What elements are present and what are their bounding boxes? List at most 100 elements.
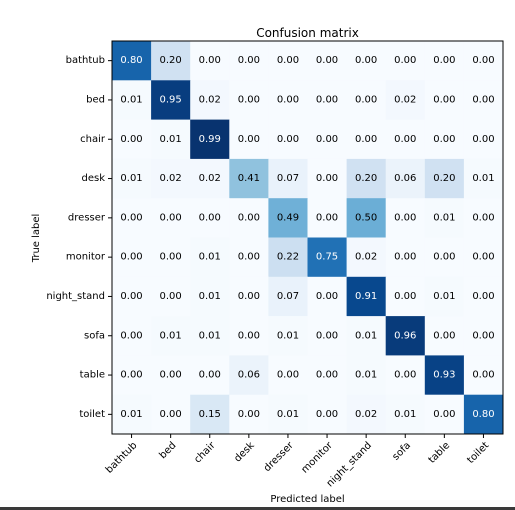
heatmap-cell [346,198,387,238]
cell-value-label: 0.00 [120,252,142,263]
heatmap-cell [151,41,191,81]
cell-value-label: 0.00 [238,409,260,420]
heatmap-cell [229,119,269,160]
heatmap-cell [307,198,348,238]
window-bottom-border [0,507,515,510]
cell-value-label: 0.01 [120,173,142,184]
heatmap-cell [151,119,191,160]
heatmap-cell [268,119,308,160]
cell-value-label: 0.00 [355,134,377,145]
heatmap-cell [385,316,426,356]
cell-value-label: 0.00 [120,370,142,381]
x-tick-label: desk [232,440,257,465]
cell-value-label: 0.00 [394,134,416,145]
heatmap-cell [229,355,269,396]
cell-value-label: 0.00 [472,55,494,66]
cell-value-label: 0.93 [433,370,455,381]
cell-value-label: 0.00 [160,252,182,263]
cell-value-label: 0.00 [238,55,260,66]
cell-value-label: 0.00 [394,291,416,302]
heatmap-cell [151,394,191,435]
cell-value-label: 0.20 [355,173,377,184]
x-tick-label: monitor [299,439,335,475]
heatmap-cell [463,41,504,81]
cell-value-label: 0.01 [199,330,221,341]
heatmap-cell [385,355,426,396]
heatmap-cell [463,198,504,238]
cell-value-label: 0.00 [355,55,377,66]
heatmap-cell [151,80,191,121]
heatmap-cell [151,198,191,238]
y-tick-label: bed [86,94,105,105]
heatmap-cell [346,237,387,278]
cell-value-label: 0.00 [160,370,182,381]
cell-value-label: 0.01 [120,409,142,420]
x-tick-label: sofa [391,440,414,463]
heatmap-cell [112,355,152,396]
cell-value-label: 0.01 [355,330,377,341]
heatmap-cell [229,237,269,278]
cell-value-label: 0.00 [199,212,221,223]
cell-value-label: 0.00 [394,252,416,263]
x-tick-label: bed [157,440,178,461]
heatmap-cell [463,237,504,278]
heatmap-cell [424,237,465,278]
cell-value-label: 0.02 [355,409,377,420]
y-tick-label: chair [80,134,106,145]
cell-value-label: 0.07 [277,291,299,302]
cell-value-label: 0.07 [277,173,299,184]
heatmap-cell [385,198,426,238]
heatmap-cell [463,119,504,160]
cell-value-label: 0.02 [394,94,416,105]
cell-value-label: 0.00 [472,291,494,302]
heatmap-cell [268,198,308,238]
x-axis-label: Predicted label [270,494,344,505]
heatmap-cell [307,394,348,435]
heatmap-cell [151,355,191,396]
heatmap-cell [268,394,308,435]
cell-value-label: 0.00 [316,370,338,381]
heatmap-cell [346,394,387,435]
heatmap-cell [268,237,308,278]
heatmap-cell [229,80,269,121]
cell-value-label: 0.00 [472,370,494,381]
heatmap-cell [112,237,152,278]
cell-value-label: 0.00 [394,370,416,381]
cell-value-label: 0.50 [355,212,377,223]
heatmap-cell [346,316,387,356]
heatmap-cell [346,119,387,160]
heatmap-cell [307,355,348,396]
cell-value-label: 0.00 [199,370,221,381]
heatmap-cell [229,158,269,199]
heatmap-cell [112,394,152,435]
heatmap-cell [463,276,504,317]
y-tick-label: dresser [68,212,106,223]
cell-value-label: 0.20 [160,55,182,66]
heatmap-cell [229,198,269,238]
heatmap-cell [268,80,308,121]
cell-value-label: 0.01 [277,330,299,341]
cell-value-label: 0.01 [394,409,416,420]
heatmap-cell [463,316,504,356]
heatmap-cell [307,80,348,121]
y-tick-label: desk [81,173,105,184]
cell-value-label: 0.00 [433,94,455,105]
heatmap-cell [112,276,152,317]
heatmap-cell [190,394,230,435]
cell-value-label: 0.01 [160,134,182,145]
heatmap-cell [268,355,308,396]
heatmap-cell [190,276,230,317]
heatmap-cell [112,316,152,356]
cell-value-label: 0.20 [433,173,455,184]
cell-value-label: 0.00 [472,94,494,105]
plot-frame [111,40,504,435]
cell-value-label: 0.41 [238,173,260,184]
heatmap-cell [268,158,308,199]
cell-value-label: 0.00 [472,330,494,341]
cell-value-label: 0.06 [238,370,260,381]
y-axis-label: True label [31,214,42,264]
cell-value-label: 0.01 [433,291,455,302]
heatmap-cell [424,80,465,121]
cell-value-label: 0.00 [355,94,377,105]
